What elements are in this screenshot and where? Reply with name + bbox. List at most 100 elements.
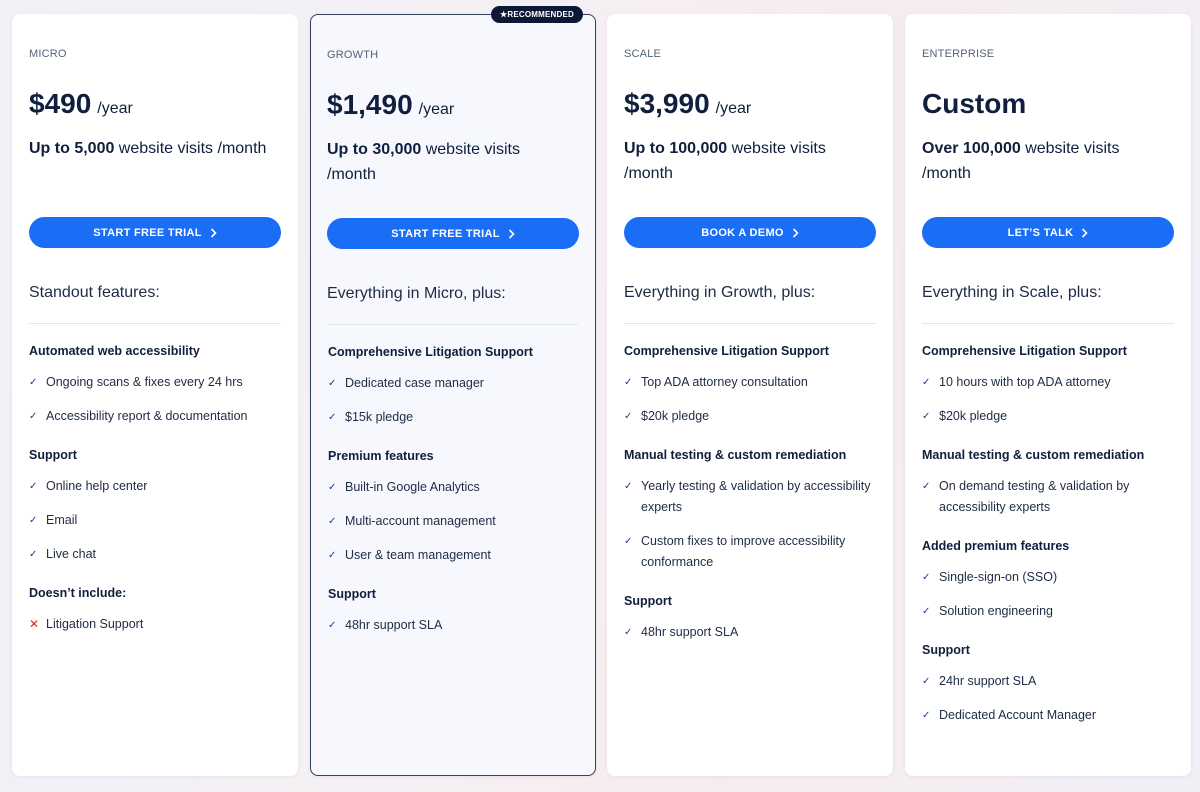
- cta-label: BOOK A DEMO: [701, 226, 784, 239]
- feature-item: ✓ Custom fixes to improve accessibility c…: [624, 531, 883, 588]
- check-icon: ✓: [624, 536, 633, 547]
- plan-price: $3,990/year: [624, 88, 751, 120]
- feature-text: 48hr support SLA: [641, 625, 739, 639]
- feature-item: ✓ Accessibility report & documentation: [29, 406, 288, 442]
- feature-item: ✓ Ongoing scans & fixes every 24 hrs: [29, 372, 288, 408]
- visits-count: Up to 100,000: [624, 140, 728, 157]
- cta-button-scale[interactable]: BOOK A DEMO: [624, 217, 876, 248]
- cta-button-growth[interactable]: START FREE TRIAL: [327, 218, 579, 249]
- feature-group-heading: Support: [328, 587, 376, 601]
- visits-unit: website visits /month: [114, 140, 267, 157]
- feature-item: ✓ Built-in Google Analytics: [328, 477, 585, 513]
- feature-text: User & team management: [345, 548, 491, 562]
- feature-item: ✓ $15k pledge: [328, 407, 585, 443]
- features-heading: Everything in Micro, plus:: [327, 285, 506, 302]
- cta-button-micro[interactable]: START FREE TRIAL: [29, 217, 281, 248]
- feature-list: Comprehensive Litigation Support ✓ Dedicat…: [328, 339, 585, 651]
- feature-group-heading: Doesn’t include:: [29, 586, 127, 600]
- plan-name: MICRO: [29, 48, 67, 60]
- check-icon: ✓: [922, 411, 931, 422]
- feature-group-heading: Support: [922, 643, 970, 657]
- feature-text: Yearly testing & validation by accessibi…: [641, 479, 871, 514]
- feature-text: Custom fixes to improve accessibility co…: [641, 534, 846, 569]
- price-amount: $1,490: [327, 89, 413, 120]
- check-icon: ✓: [328, 550, 337, 561]
- feature-item: ✓ $20k pledge: [624, 406, 883, 442]
- feature-item: ✓ Multi-account management: [328, 511, 585, 547]
- chevron-right-icon: [792, 227, 799, 238]
- check-icon: ✓: [328, 620, 337, 631]
- visits-limit: Over 100,000 website visits /month: [922, 136, 1162, 186]
- check-icon: ✓: [922, 710, 931, 721]
- price-period: /year: [418, 101, 455, 118]
- visits-limit: Up to 30,000 website visits /month: [327, 137, 567, 187]
- feature-list: Automated web accessibility ✓ Ongoing scan…: [29, 338, 288, 650]
- check-icon: ✓: [29, 515, 38, 526]
- feature-group-heading: Support: [29, 448, 77, 462]
- plan-card-micro: MICRO $490/year Up to 5,000 website visi…: [12, 14, 298, 776]
- check-icon: ✓: [328, 378, 337, 389]
- check-icon: ✓: [29, 481, 38, 492]
- chevron-right-icon: [508, 228, 515, 239]
- feature-text: 10 hours with top ADA attorney: [939, 375, 1111, 389]
- check-icon: ✓: [922, 377, 931, 388]
- price-amount: $3,990: [624, 88, 710, 119]
- feature-list: Comprehensive Litigation Support ✓ Top ADA…: [624, 338, 883, 658]
- check-icon: ✓: [624, 481, 633, 492]
- plan-name: ENTERPRISE: [922, 48, 995, 60]
- feature-text: 24hr support SLA: [939, 674, 1037, 688]
- check-icon: ✓: [328, 516, 337, 527]
- check-icon: ✓: [922, 676, 931, 687]
- cta-button-enterprise[interactable]: LET’S TALK: [922, 217, 1174, 248]
- feature-group-heading: Comprehensive Litigation Support: [328, 345, 533, 359]
- feature-text: Accessibility report & documentation: [46, 409, 248, 423]
- chevron-right-icon: [210, 227, 217, 238]
- visits-unit: website visits /month: [624, 140, 826, 182]
- divider: [29, 323, 281, 324]
- feature-text: Ongoing scans & fixes every 24 hrs: [46, 375, 243, 389]
- feature-item: ✓ User & team management: [328, 545, 585, 581]
- cta-label: START FREE TRIAL: [93, 226, 202, 239]
- plan-card-scale: SCALE $3,990/year Up to 100,000 website …: [607, 14, 893, 776]
- plan-card-growth: ★RECOMMENDED GROWTH $1,490/year Up to 30,…: [310, 6, 596, 776]
- feature-text: Solution engineering: [939, 604, 1053, 618]
- plan-card-enterprise: ENTERPRISE Custom Over 100,000 website v…: [905, 14, 1191, 776]
- feature-text: Dedicated Account Manager: [939, 708, 1097, 722]
- divider: [922, 323, 1174, 324]
- check-icon: ✓: [328, 412, 337, 423]
- visits-unit: website visits /month: [327, 141, 520, 183]
- plan-name: GROWTH: [327, 49, 379, 61]
- feature-group-heading: Comprehensive Litigation Support: [624, 344, 829, 358]
- feature-text: Single-sign-on (SSO): [939, 570, 1058, 584]
- feature-text: Top ADA attorney consultation: [641, 375, 808, 389]
- feature-item: ✓ 48hr support SLA: [328, 615, 585, 651]
- feature-text: Email: [46, 513, 78, 527]
- feature-group-heading: Support: [624, 594, 672, 608]
- visits-count: Up to 5,000: [29, 140, 115, 157]
- plan-name: SCALE: [624, 48, 662, 60]
- feature-group-heading: Automated web accessibility: [29, 344, 200, 358]
- feature-text: Built-in Google Analytics: [345, 480, 480, 494]
- feature-text: 48hr support SLA: [345, 618, 443, 632]
- divider: [328, 324, 578, 325]
- price-period: /year: [97, 100, 133, 117]
- feature-text: Multi-account management: [345, 514, 496, 528]
- check-icon: ✓: [922, 481, 931, 492]
- divider: [624, 323, 876, 324]
- feature-item: ✓ Email: [29, 510, 288, 546]
- check-icon: ✓: [922, 572, 931, 583]
- check-icon: ✓: [29, 549, 38, 560]
- feature-item: ✓ Solution engineering: [922, 601, 1181, 637]
- feature-group-heading: Added premium features: [922, 539, 1070, 553]
- plan-price: $490/year: [29, 88, 133, 120]
- feature-text: $20k pledge: [641, 409, 710, 423]
- visits-limit: Up to 100,000 website visits /month: [624, 136, 864, 186]
- features-heading: Standout features:: [29, 284, 160, 301]
- chevron-right-icon: [1082, 227, 1088, 238]
- feature-text: Litigation Support: [46, 617, 144, 631]
- feature-text: $15k pledge: [345, 410, 414, 424]
- check-icon: ✓: [328, 482, 337, 493]
- cross-icon: ✕: [29, 617, 40, 631]
- feature-item: ✕ Litigation Support: [29, 614, 288, 650]
- features-heading: Everything in Growth, plus:: [624, 284, 816, 301]
